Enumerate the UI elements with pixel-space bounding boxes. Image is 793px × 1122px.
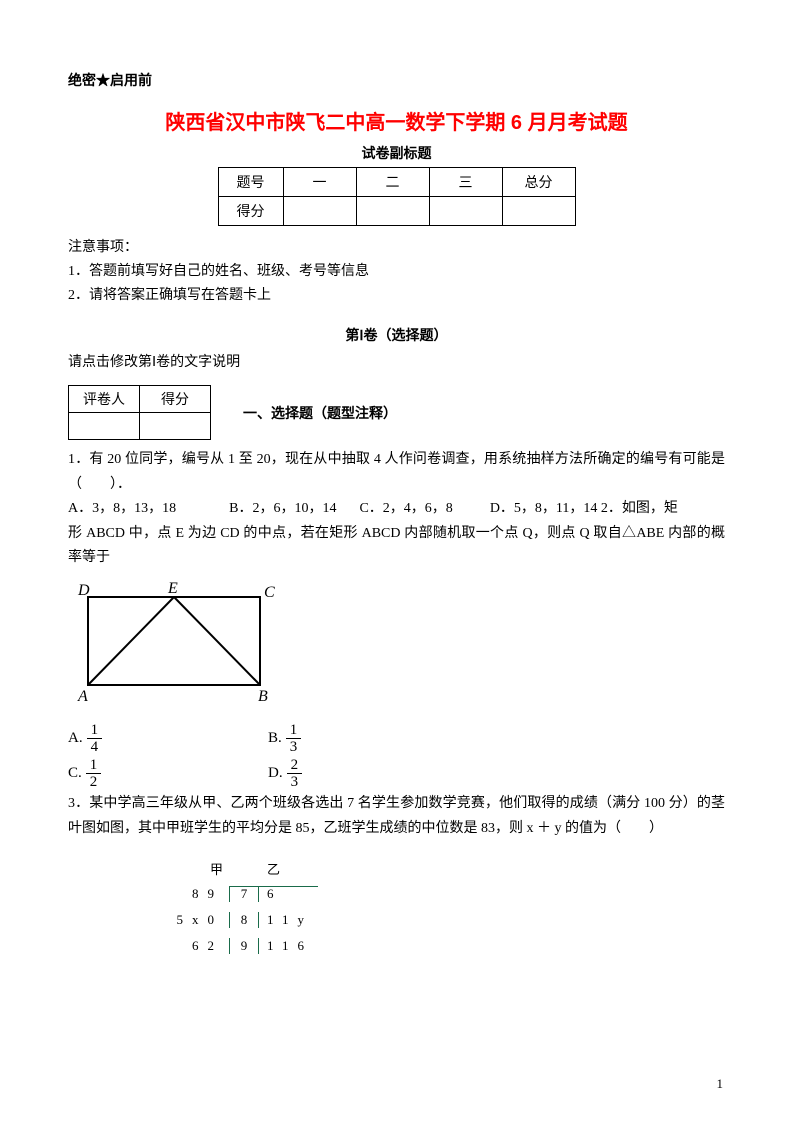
numerator: 1 [286, 722, 302, 739]
table-row [69, 413, 211, 440]
numerator: 1 [86, 757, 102, 774]
stemleaf-header: 甲 乙 [138, 855, 725, 881]
cell-label: 题号 [218, 168, 283, 197]
exam-title: 陕西省汉中市陕飞二中高一数学下学期 6 月月考试题 [68, 106, 725, 135]
cell: 一 [283, 168, 356, 197]
q2-prefix: 2．如图，矩 [601, 501, 678, 516]
notice-line1: 1．答题前填写好自己的姓名、班级、考号等信息 [68, 260, 725, 284]
q2-text: 形 ABCD 中，点 E 为边 CD 的中点，若在矩形 ABCD 内部随机取一个… [68, 522, 725, 571]
section1-heading: 第Ⅰ卷（选择题） [68, 325, 725, 345]
q2-optA: A. 1 4 [68, 722, 268, 755]
cell [140, 413, 211, 440]
q2-optB: B. 1 3 [268, 722, 468, 755]
cell [356, 197, 429, 226]
opt-label: B. [268, 730, 282, 747]
opt-label: A. [68, 730, 83, 747]
sl-left: 89 [138, 886, 229, 902]
table-row: 题号 一 二 三 总分 [218, 168, 575, 197]
sl-left: 62 [138, 938, 229, 954]
notice-title: 注意事项： [68, 236, 725, 260]
q2-optD: D. 2 3 [268, 757, 468, 790]
numerator: 1 [87, 722, 103, 739]
sl-head-right: 乙 [259, 859, 377, 878]
notice-line2: 2．请将答案正确填写在答题卡上 [68, 284, 725, 308]
exam-subtitle: 试卷副标题 [68, 143, 725, 163]
stemleaf-diagram: 甲 乙 89 7 6 5x0 8 11y 62 9 116 [138, 855, 725, 959]
stemleaf-row: 5x0 8 11y [138, 907, 725, 933]
table-row: 评卷人 得分 [69, 386, 211, 413]
denominator: 2 [86, 774, 102, 790]
sl-stem: 9 [230, 938, 258, 954]
cell: 三 [429, 168, 502, 197]
denominator: 3 [287, 774, 303, 790]
fraction: 1 4 [87, 722, 103, 755]
fraction: 1 3 [286, 722, 302, 755]
grader-col1: 评卷人 [69, 386, 140, 413]
denominator: 3 [286, 739, 302, 755]
q3-body: 3．某中学高三年级从甲、乙两个班级各选出 7 名学生参加数学竞赛，他们取得的成绩… [68, 796, 725, 836]
cell: 总分 [502, 168, 575, 197]
q2-opts-row2: C. 1 2 D. 2 3 [68, 757, 725, 790]
sl-stem: 8 [230, 912, 258, 928]
score-table-wrap: 题号 一 二 三 总分 得分 [68, 167, 725, 226]
opt-label: C. [68, 765, 82, 782]
sl-right: 6 [259, 886, 377, 902]
mc-section-title: 一、选择题（题型注释） [243, 403, 397, 423]
q2-figure: D E C A B [68, 579, 725, 712]
cell [69, 413, 140, 440]
cell [283, 197, 356, 226]
q3-text: 3．某中学高三年级从甲、乙两个班级各选出 7 名学生参加数学竞赛，他们取得的成绩… [68, 792, 725, 841]
svg-text:D: D [77, 582, 90, 599]
numerator: 2 [287, 757, 303, 774]
q1-optA: A．3，8，13，18 [68, 501, 176, 516]
sl-stem: 7 [230, 886, 258, 902]
denominator: 4 [87, 739, 103, 755]
svg-text:E: E [167, 580, 178, 597]
sl-left: 5x0 [138, 912, 229, 928]
sl-head-left: 甲 [138, 859, 229, 878]
cell-label: 得分 [218, 197, 283, 226]
cell: 二 [356, 168, 429, 197]
svg-text:C: C [264, 584, 275, 601]
svg-text:A: A [77, 688, 88, 705]
table-row: 得分 [218, 197, 575, 226]
stemleaf-row: 89 7 6 [138, 881, 725, 907]
q1-options: A．3，8，13，18 B．2，6，10，14 C．2，4，6，8 D．5，8，… [68, 497, 725, 522]
q1-optB: B．2，6，10，14 [229, 501, 336, 516]
confidential-label: 绝密★启用前 [68, 70, 725, 90]
grader-row: 评卷人 得分 一、选择题（题型注释） [68, 385, 725, 440]
q1-optC: C．2，4，6，8 [359, 501, 452, 516]
opt-label: D. [268, 765, 283, 782]
section1-instruction: 请点击修改第Ⅰ卷的文字说明 [68, 351, 725, 375]
score-table: 题号 一 二 三 总分 得分 [218, 167, 576, 226]
q2-optC: C. 1 2 [68, 757, 268, 790]
q2-opts-row1: A. 1 4 B. 1 3 [68, 722, 725, 755]
q1-optD: D．5，8，11，14 [490, 501, 598, 516]
sl-right: 11y [259, 912, 377, 928]
rectangle-diagram: D E C A B [68, 579, 283, 707]
svg-text:B: B [258, 688, 268, 705]
grader-table: 评卷人 得分 [68, 385, 211, 440]
q1-text: 1．有 20 位同学，编号从 1 至 20，现在从中抽取 4 人作问卷调查，用系… [68, 448, 725, 497]
sl-right: 116 [259, 938, 377, 954]
page-number: 1 [717, 1076, 724, 1092]
fraction: 2 3 [287, 757, 303, 790]
fraction: 1 2 [86, 757, 102, 790]
stemleaf-row: 62 9 116 [138, 933, 725, 959]
grader-col2: 得分 [140, 386, 211, 413]
cell [429, 197, 502, 226]
cell [502, 197, 575, 226]
